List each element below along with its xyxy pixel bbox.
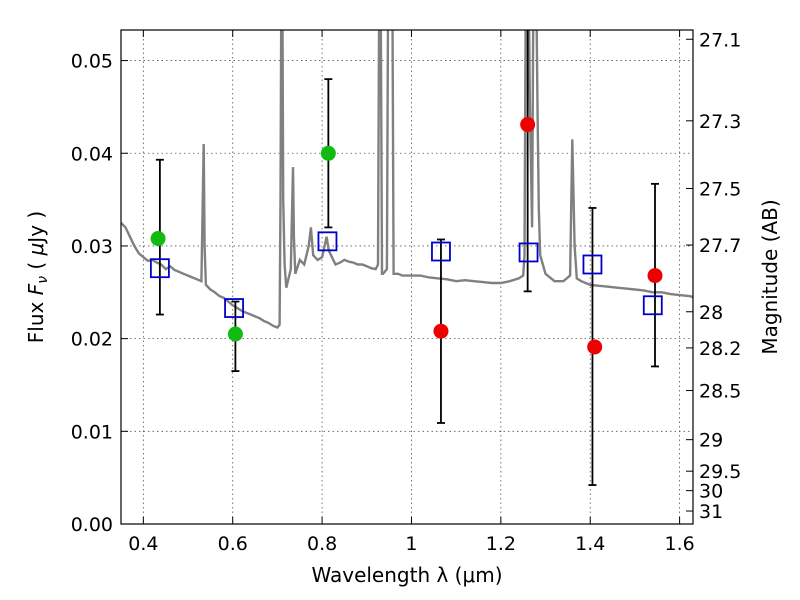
data-point-circle (227, 326, 243, 342)
x-axis: 0.4 0.6 0.8 1 1.2 1.4 1.6 (128, 30, 695, 555)
model-point-square (149, 258, 170, 279)
x-tick-label: 1.4 (575, 533, 605, 555)
y-axis-title: Flux Fν ( μJy ) (24, 211, 51, 343)
data-point-circle (587, 339, 603, 355)
y2-tick-label: 27.5 (699, 178, 741, 200)
y2-tick-label: 29 (699, 430, 723, 452)
y-axis-left: 0.00 0.01 0.02 0.03 0.04 0.05 (71, 51, 128, 536)
y2-tick-label: 27.7 (699, 235, 741, 257)
model-point-square (642, 295, 663, 316)
x-tick-label: 1.2 (486, 533, 516, 555)
y-tick-label: 0.00 (71, 514, 113, 536)
y2-tick-label: 28.5 (699, 381, 741, 403)
y2-axis-title: Magnitude (AB) (758, 199, 782, 354)
model-point-square (518, 242, 539, 263)
x-tick-label: 0.6 (218, 533, 248, 555)
data-point-circle (520, 117, 536, 133)
model-point-square (582, 254, 603, 275)
y-tick-label: 0.05 (71, 51, 113, 73)
data-point-circle (150, 231, 166, 247)
data-point-circle (433, 323, 449, 339)
y-tick-label: 0.04 (71, 143, 113, 165)
data-point-circle (647, 268, 663, 284)
grid (121, 30, 693, 524)
plot-frame (120, 29, 694, 525)
y2-tick-label: 30 (699, 481, 723, 503)
model-point-square (431, 241, 451, 262)
x-tick-label: 1.6 (664, 533, 694, 555)
y2-tick-label: 28 (699, 302, 723, 324)
model-spectrum-line (121, 30, 693, 329)
y-tick-label: 0.02 (71, 329, 113, 351)
model-point-square (317, 231, 338, 252)
x-tick-label: 0.8 (307, 533, 337, 555)
y-tick-label: 0.01 (71, 421, 113, 443)
y2-tick-label: 27.3 (699, 111, 741, 133)
x-tick-label: 0.4 (128, 533, 158, 555)
y2-tick-label: 27.1 (699, 29, 741, 51)
y2-tick-label: 31 (699, 501, 723, 523)
data-point-circle (320, 145, 336, 161)
y2-tick-label: 28.2 (699, 338, 741, 360)
points-layer (149, 117, 663, 355)
y2-tick-label: 29.5 (699, 461, 741, 483)
y-tick-label: 0.03 (71, 236, 113, 258)
x-axis-title: Wavelength λ (μm) (311, 563, 502, 587)
model-point-square (224, 298, 244, 318)
x-tick-label: 1 (405, 533, 417, 555)
model-spectrum-layer (121, 30, 693, 329)
